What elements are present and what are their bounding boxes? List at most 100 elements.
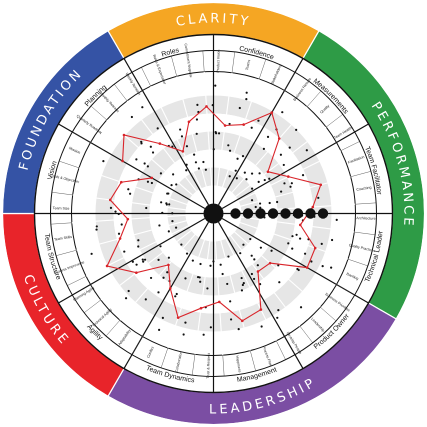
rating-dot [95,228,98,231]
rating-dot [254,205,257,209]
factor-label: Teams [245,59,251,70]
rating-dot [227,255,230,258]
profile-point [181,150,185,153]
rating-dot [282,163,285,167]
profile-point [217,300,221,304]
rating-dot [235,177,238,180]
profile-point [205,105,208,108]
factor-label: Happiness [235,355,242,373]
rating-dot [250,199,254,202]
rating-dot [167,256,170,259]
rating-dot [171,212,174,215]
rating-dot [135,158,138,161]
rating-dot [182,333,185,336]
profile-point [167,263,170,267]
rating-dot [185,252,189,255]
rating-dot [252,277,256,281]
rating-dot [229,300,232,303]
profile-point [223,124,227,127]
rating-dot [268,177,271,180]
rating-dot [250,187,254,190]
rating-dot [184,321,187,324]
rating-dot [146,180,150,183]
rating-dot [141,106,144,109]
rating-dot [330,266,333,269]
rating-dot [159,245,162,248]
rating-dot [175,292,178,296]
profile-point [268,261,272,265]
profile-point [311,205,315,209]
rating-dot [150,181,153,185]
rating-dot [130,115,133,119]
profile-point [187,120,191,124]
profile-point [287,175,290,178]
scale-marker [292,208,304,219]
rating-dot [209,326,212,329]
rating-dot [212,148,215,151]
rating-dot [214,130,217,134]
rating-dot [221,272,224,276]
scale-marker [317,208,329,219]
rating-dot [241,154,245,158]
rating-dot [180,135,184,138]
factor-label: Collaboration [174,351,183,373]
rating-dot [259,206,262,209]
factor-label: Conflict [146,346,155,359]
rating-dot [289,185,292,188]
rating-dot [141,258,144,261]
rating-dot [158,328,161,331]
rating-dot [160,201,163,204]
rating-dot [195,132,198,135]
rating-dot [114,210,117,213]
rating-dot [317,196,320,199]
rating-dot [202,160,205,164]
rating-dot [137,239,140,242]
rating-dot [270,249,273,252]
category-divider [283,336,304,369]
rating-dot [245,98,248,101]
rating-dot [228,175,231,178]
rating-dot [239,252,242,255]
rating-dot [257,119,260,122]
rating-dot [161,316,164,319]
factor-label: Trust & Respect [206,353,211,379]
factor-label: Quality Practices [348,243,375,253]
rating-dot [240,289,244,292]
rating-dot [228,122,231,126]
rating-dot [217,132,221,135]
rating-dot [143,162,146,165]
scale-marker [280,208,291,219]
rating-dot [278,281,281,284]
rating-dot [145,206,148,210]
category-divider [336,123,369,144]
category-label: Vision [47,160,59,180]
factor-label: Backlog [346,272,359,281]
rating-dot [297,268,300,272]
rating-dot [199,262,202,266]
rating-dot [144,298,147,301]
rating-dot [175,183,178,186]
rating-dot [250,126,253,129]
rating-dot [135,263,138,266]
team-profile [105,105,323,323]
rating-dot [109,206,113,209]
rating-dot [127,188,130,191]
rating-dot [117,232,121,235]
rating-dot [268,201,271,205]
rating-dot [229,318,233,321]
rating-dot [120,223,123,226]
rating-dot [258,172,261,175]
rating-dot [196,103,199,106]
category-spoke [141,221,210,337]
rating-dot [310,260,313,263]
rating-dot [320,242,323,246]
profile-point [313,246,317,250]
rating-dot [212,260,215,263]
rating-dot [143,258,147,261]
rating-dot [209,264,212,267]
rating-dot [194,161,198,164]
rating-dot [238,106,241,110]
rating-dot [242,243,245,246]
rating-dot [159,172,163,175]
